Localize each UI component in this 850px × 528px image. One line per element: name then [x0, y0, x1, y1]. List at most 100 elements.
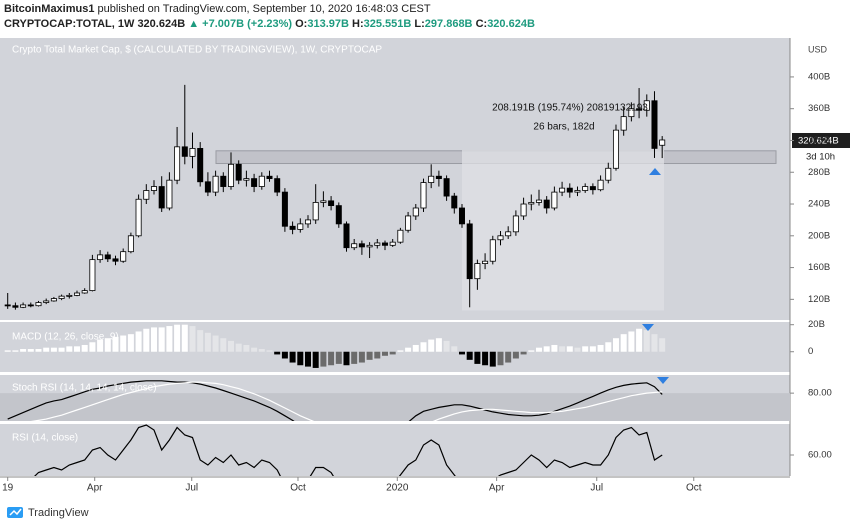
candle-body — [458, 207, 465, 225]
macd-bar — [582, 346, 589, 352]
candle-body — [12, 305, 19, 308]
published: published on TradingView.com, September … — [97, 3, 431, 15]
candle-body — [27, 304, 34, 307]
macd-bar — [120, 335, 127, 352]
candle-body — [4, 304, 11, 307]
macd-bar — [435, 338, 442, 352]
macd-bar — [489, 351, 496, 367]
macd-bar — [274, 351, 281, 355]
macd-bar — [458, 351, 465, 355]
countdown: 3d 10h — [806, 152, 835, 163]
candle-body — [104, 254, 111, 260]
candle-body — [181, 146, 188, 157]
macd-bar — [304, 351, 311, 367]
y-tick-label: 320B — [808, 135, 830, 146]
candle-body — [628, 108, 635, 118]
y-tick-label: 160B — [808, 262, 830, 273]
ohlc-key: H: — [352, 18, 364, 30]
macd-bar — [559, 346, 566, 352]
candle-body — [43, 300, 50, 303]
candle-body — [258, 175, 265, 187]
macd-bar — [451, 346, 458, 352]
candle-body — [243, 178, 250, 181]
candle-body — [612, 129, 619, 169]
macd-bar — [227, 340, 234, 352]
candle-body — [651, 100, 658, 149]
y-tick-label: 60.00 — [808, 450, 832, 461]
macd-bar — [397, 350, 404, 352]
macd-bar — [4, 350, 11, 352]
candle-body — [597, 179, 604, 191]
candle-body — [659, 139, 666, 146]
macd-bar — [405, 347, 412, 352]
candle-body — [120, 251, 127, 262]
candle-body — [474, 263, 481, 280]
macd-bar — [150, 327, 157, 352]
candle-body — [520, 203, 527, 217]
x-tick-label: Apr — [87, 483, 103, 494]
candle-body — [343, 223, 350, 249]
candle-body — [127, 235, 134, 253]
candle-body — [551, 191, 558, 209]
candle-body — [559, 187, 566, 193]
candle-body — [528, 202, 535, 205]
signal-marker — [649, 168, 661, 175]
candle-body — [66, 294, 73, 297]
macd-bar — [412, 344, 419, 352]
candle-body — [405, 215, 412, 231]
macd-bar — [589, 346, 596, 352]
macd-bar — [43, 347, 50, 352]
candle-body — [189, 148, 196, 157]
y-tick-label: 80.00 — [808, 388, 832, 399]
candle-body — [235, 163, 242, 181]
candle-body — [135, 198, 142, 237]
macd-bar — [212, 335, 219, 352]
macd-bar — [543, 346, 550, 352]
x-tick-label: Jul — [185, 483, 198, 494]
x-tick-label: Jul — [590, 483, 603, 494]
candle-body — [158, 186, 165, 209]
panel-marks — [0, 380, 790, 421]
macd-bar — [127, 334, 134, 352]
y-tick-label: 360B — [808, 103, 830, 114]
panel-marks — [34, 424, 663, 476]
y-tick-label: 280B — [808, 167, 830, 178]
macd-bar — [659, 338, 666, 352]
macd-bar — [636, 328, 643, 352]
macd-bar — [551, 344, 558, 352]
candle-body — [374, 242, 381, 246]
candle-body — [174, 146, 181, 181]
macd-bar — [320, 351, 327, 367]
layers — [0, 84, 790, 476]
macd-bar — [181, 324, 188, 352]
x-tick-label: 19 — [2, 483, 14, 494]
macd-bar — [112, 336, 119, 352]
macd-bar — [497, 351, 504, 366]
macd-bar — [566, 346, 573, 352]
macd-bar — [420, 342, 427, 352]
macd-bar — [97, 339, 104, 352]
macd-bar — [174, 324, 181, 352]
candle-body — [251, 178, 258, 187]
candle-body — [482, 260, 489, 264]
candle-body — [143, 190, 150, 200]
rsi-panel — [0, 424, 790, 476]
ohlc-values: O:313.97B H:325.551B L:297.868B C:320.62… — [295, 18, 535, 30]
macd-bar — [189, 326, 196, 352]
macd-bar — [482, 351, 489, 366]
macd-bar — [505, 351, 512, 363]
candle-body — [582, 186, 589, 191]
candle-body — [312, 202, 319, 221]
macd-bar — [535, 347, 542, 352]
candle-body — [351, 243, 358, 249]
macd-bar — [466, 351, 473, 360]
candle-body — [451, 195, 458, 209]
candle-body — [89, 259, 96, 292]
candle-body — [489, 239, 496, 262]
macd-bar — [335, 351, 342, 364]
macd-bar — [243, 344, 250, 352]
macd-bar — [474, 351, 481, 364]
y-tick-label: 240B — [808, 199, 830, 210]
ohlc-value: 325.551B — [363, 18, 412, 30]
panel-marks — [4, 324, 666, 368]
